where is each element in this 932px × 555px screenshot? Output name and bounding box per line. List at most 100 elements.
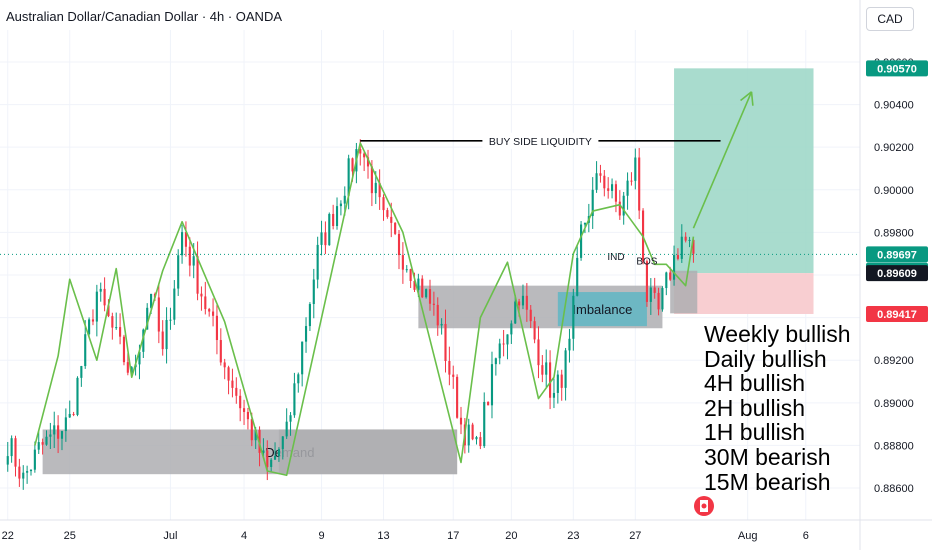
chart-title: Australian Dollar/Canadian Dollar · 4h ·… (6, 9, 283, 24)
candle-body (630, 180, 633, 182)
candle-body (293, 383, 296, 416)
candle-body (370, 166, 373, 194)
price-tick-label: 0.89000 (874, 398, 914, 410)
candle-body (432, 303, 435, 305)
time-tick-label: 23 (567, 530, 579, 542)
candle-body (204, 296, 207, 310)
time-tick-label: 20 (505, 530, 517, 542)
candle-body (173, 288, 176, 320)
candle-body (49, 434, 52, 437)
candle-body (308, 304, 311, 327)
candle-body (622, 195, 625, 216)
bias-4h: 4H bullish (704, 370, 805, 397)
candle-body (242, 408, 246, 412)
candle-body (366, 157, 370, 167)
candle-body (541, 365, 544, 375)
candle-body (18, 466, 21, 479)
candle-body (239, 395, 242, 409)
candle-body (506, 334, 509, 345)
candle-body (475, 437, 478, 440)
candle-body (518, 301, 521, 306)
candle-body (614, 184, 618, 202)
candle-body (665, 272, 668, 289)
candle-body (626, 180, 629, 196)
candle-body (444, 323, 447, 362)
bias-2h: 2H bullish (704, 394, 805, 421)
zones: DemandImbalance (42, 68, 814, 475)
candle-body (529, 309, 532, 322)
candle-body (440, 323, 443, 326)
candle-body (560, 374, 563, 388)
price-tick-label: 0.90200 (874, 142, 914, 154)
candle-body (99, 288, 102, 292)
price-tick-label: 0.88600 (874, 483, 914, 495)
bias-notes: Weekly bullish Daily bullish 4H bullish … (704, 322, 851, 494)
candle-body (436, 304, 439, 326)
price-badge-label: 0.89417 (877, 309, 917, 321)
time-tick-label: Aug (738, 530, 758, 542)
candle-body (335, 206, 339, 227)
bias-weekly: Weekly bullish (704, 321, 851, 347)
candle-body (188, 246, 191, 266)
candle-body (676, 255, 679, 259)
candle-body (479, 437, 482, 447)
candle-body (72, 413, 75, 415)
time-tick-label: 27 (629, 530, 641, 542)
candle-body (394, 222, 397, 234)
candle-body (568, 338, 571, 351)
candle-body (22, 472, 25, 479)
candle-body (103, 288, 106, 306)
candle-body (525, 295, 528, 310)
target-arrow-head (740, 91, 753, 102)
candle-body (580, 224, 583, 258)
candle-body (215, 315, 219, 341)
candle-body (390, 216, 393, 223)
candle-body (316, 244, 319, 280)
candle-body (425, 289, 428, 298)
candle-body (235, 387, 238, 396)
currency-button[interactable]: CAD (866, 7, 914, 31)
candle-body (95, 291, 98, 322)
candle-body (165, 319, 168, 350)
candle-body (122, 336, 126, 363)
candle-body (33, 449, 36, 470)
candle-body (533, 321, 536, 340)
candle-body (246, 411, 249, 420)
candle-body (80, 366, 83, 378)
time-tick-label: 17 (447, 530, 459, 542)
candle-body (304, 326, 308, 342)
candle-body (672, 255, 676, 280)
candle-body (126, 362, 129, 373)
price-badge-label: 0.89609 (877, 268, 917, 280)
price-tick-label: 0.90400 (874, 100, 914, 112)
candle-body (115, 327, 118, 329)
flag-leaf (701, 503, 707, 509)
candle-body (494, 358, 497, 365)
candle-body (297, 374, 300, 384)
candle-body (595, 173, 598, 190)
candle-body (417, 278, 420, 290)
price-badge-bg (866, 265, 928, 282)
candle-body (471, 424, 474, 440)
time-tick-label: 13 (377, 530, 389, 542)
candle-body (603, 175, 606, 189)
candle-body (285, 421, 288, 437)
candle-body (599, 173, 602, 176)
candle-body (111, 316, 114, 328)
time-tick-label: 4 (241, 530, 247, 542)
candle-body (611, 184, 614, 191)
price-badge-bg (866, 246, 928, 263)
time-tick-label: 9 (318, 530, 324, 542)
price-tick-label: 0.90000 (874, 185, 914, 197)
liquidity-label: BUY SIDE LIQUIDITY (489, 136, 592, 148)
candle-body (138, 351, 141, 365)
candle-body (459, 417, 463, 425)
candle-body (184, 232, 188, 247)
candle-body (200, 293, 203, 297)
target-zone (674, 68, 814, 274)
candle-body (169, 319, 172, 321)
candle-body (537, 339, 540, 366)
candle-body (487, 401, 490, 406)
